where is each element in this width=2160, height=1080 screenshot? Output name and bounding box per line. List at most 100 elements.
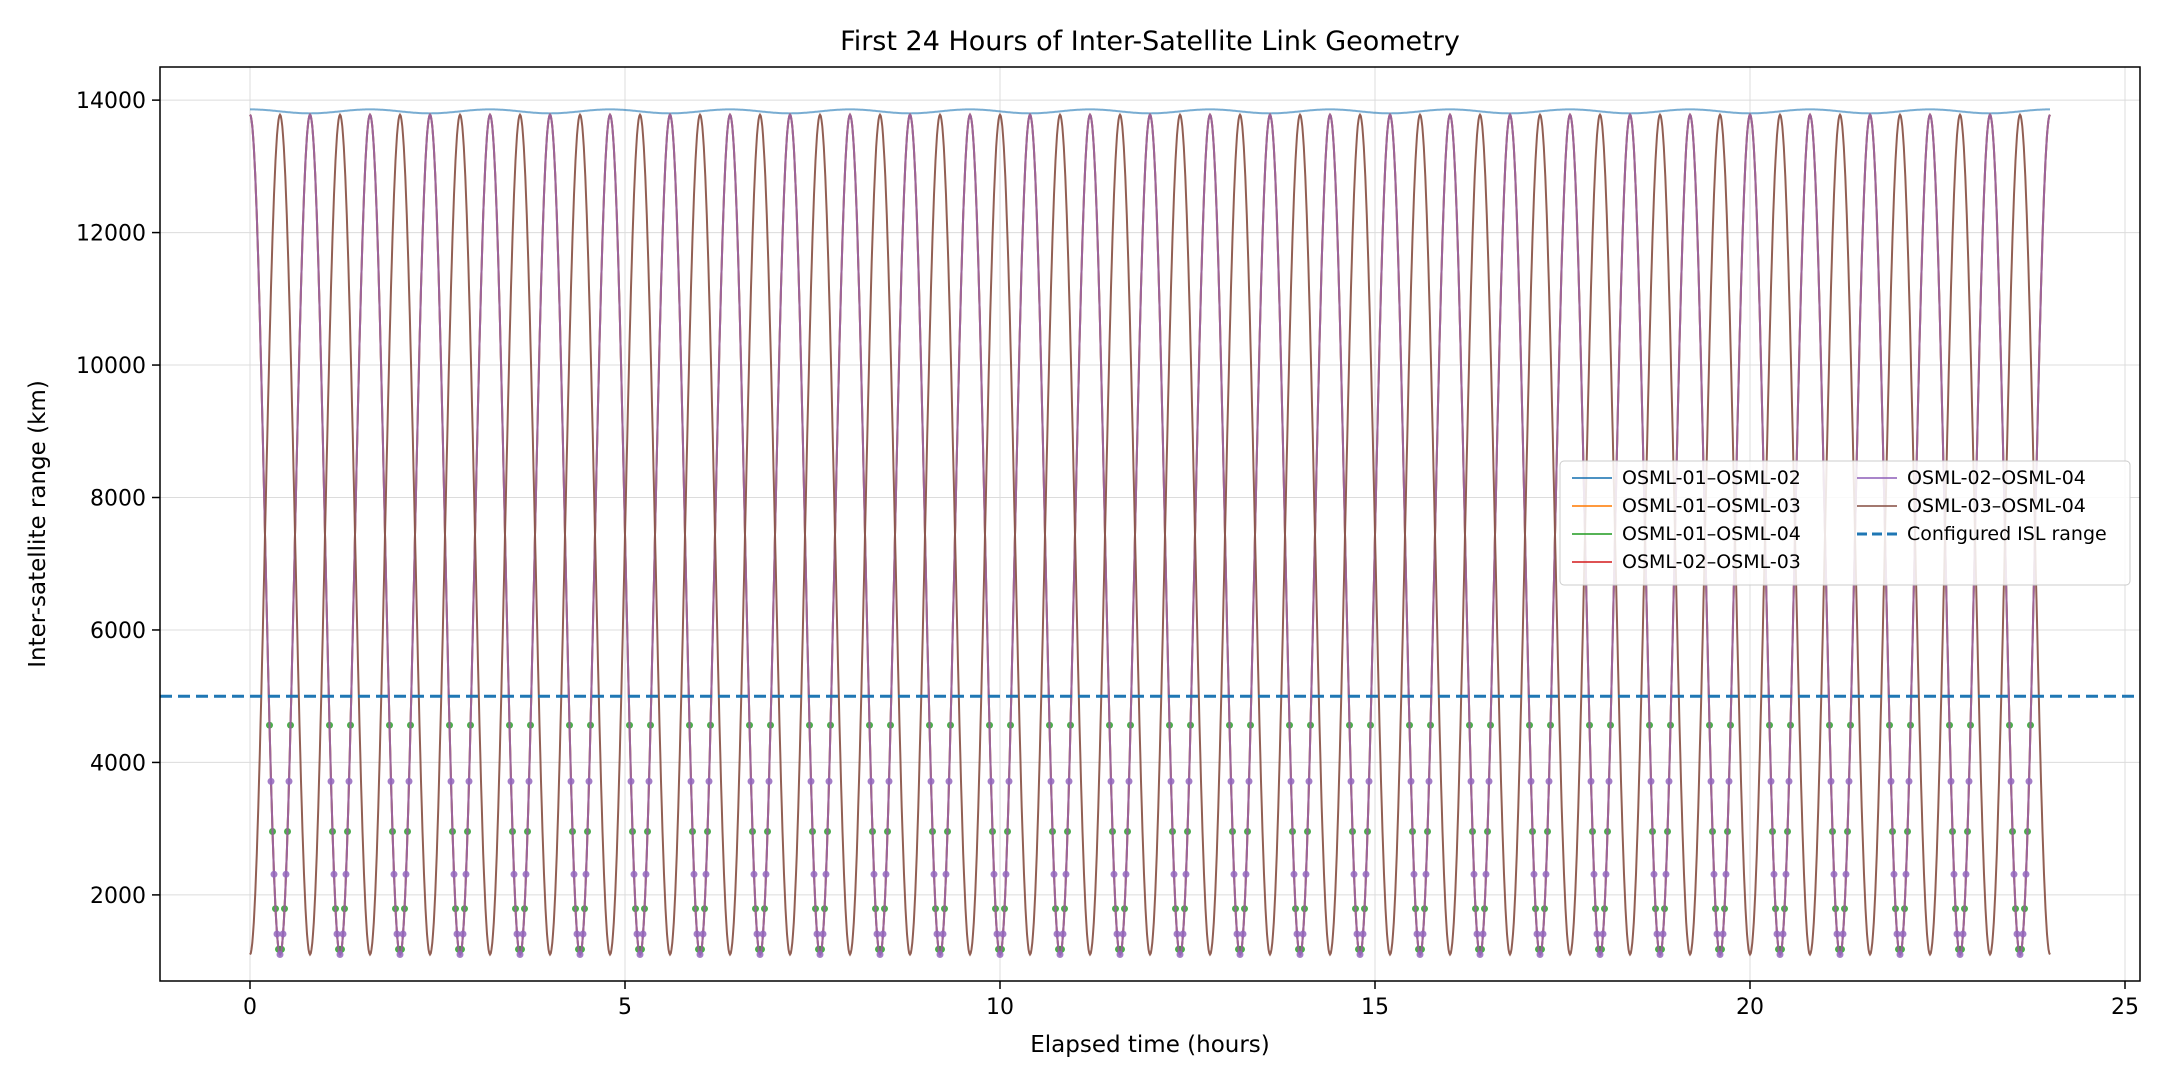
link-point	[1656, 951, 1664, 958]
link-point	[339, 930, 347, 938]
link-point	[999, 930, 1007, 938]
link-point	[1545, 777, 1553, 785]
link-point	[1056, 951, 1064, 958]
x-tick-label: 20	[1736, 995, 1764, 1020]
link-point	[1422, 870, 1430, 878]
link-point	[387, 777, 395, 785]
legend-box	[1559, 460, 2131, 586]
link-point	[1887, 777, 1895, 785]
link-point	[1122, 870, 1130, 878]
link-point	[1119, 930, 1127, 938]
link-point	[459, 930, 467, 938]
x-tick-label: 10	[986, 995, 1014, 1020]
y-tick-label: 14000	[76, 89, 146, 114]
link-point	[273, 930, 281, 938]
link-point	[1047, 777, 1055, 785]
link-point	[1827, 777, 1835, 785]
link-point	[1662, 870, 1670, 878]
legend-label: OSML-01–OSML-03	[1622, 495, 1801, 517]
link-point	[933, 930, 941, 938]
y-axis-label: Inter-satellite range (km)	[25, 380, 51, 668]
link-point	[765, 777, 773, 785]
link-point	[576, 951, 584, 958]
link-point	[645, 777, 653, 785]
link-point	[456, 951, 464, 958]
link-point	[1299, 930, 1307, 938]
y-tick-label: 4000	[90, 751, 146, 776]
link-point	[1722, 870, 1730, 878]
link-point	[810, 870, 818, 878]
link-point	[1713, 930, 1721, 938]
link-point	[1905, 777, 1913, 785]
link-point	[1476, 951, 1484, 958]
link-point	[693, 930, 701, 938]
link-point	[2022, 870, 2030, 878]
link-point	[1170, 870, 1178, 878]
link-point	[687, 777, 695, 785]
link-point	[990, 870, 998, 878]
link-point	[1062, 870, 1070, 878]
link-point	[1065, 777, 1073, 785]
legend: OSML-01–OSML-02 OSML-01–OSML-03 OSML-01–OS…	[1559, 460, 2131, 586]
link-point	[927, 777, 935, 785]
link-point	[1779, 930, 1787, 938]
link-point	[885, 777, 893, 785]
series-osml-03-osml-04	[249, 112, 2051, 957]
link-point	[1890, 870, 1898, 878]
link-point	[585, 777, 593, 785]
link-point	[1716, 951, 1724, 958]
link-point	[996, 951, 1004, 958]
y-tick-label: 6000	[90, 619, 146, 644]
link-point	[327, 777, 335, 785]
link-point	[993, 930, 1001, 938]
legend-label: OSML-02–OSML-03	[1622, 551, 1801, 573]
link-point	[1482, 870, 1490, 878]
series-osml-02-osml-04	[249, 112, 2051, 958]
link-point	[279, 930, 287, 938]
link-point	[705, 777, 713, 785]
link-point	[1587, 777, 1595, 785]
link-point	[1242, 870, 1250, 878]
x-tick-label: 15	[1361, 995, 1389, 1020]
x-tick-label: 25	[2111, 995, 2139, 1020]
link-point	[1470, 870, 1478, 878]
link-point	[750, 870, 758, 878]
legend-label: Configured ISL range	[1907, 523, 2107, 545]
link-point	[1947, 777, 1955, 785]
link-point	[1842, 870, 1850, 878]
y-tick-label: 8000	[90, 487, 146, 512]
link-point	[1182, 870, 1190, 878]
link-point	[747, 777, 755, 785]
link-point	[1227, 777, 1235, 785]
link-point	[1296, 951, 1304, 958]
link-point	[1665, 777, 1673, 785]
link-point	[522, 870, 530, 878]
link-point	[1599, 930, 1607, 938]
link-point	[1236, 951, 1244, 958]
link-point	[579, 930, 587, 938]
link-point	[870, 870, 878, 878]
link-point	[2016, 951, 2024, 958]
link-point	[1050, 870, 1058, 878]
link-point	[1530, 870, 1538, 878]
link-point	[1593, 930, 1601, 938]
link-point	[1956, 951, 1964, 958]
link-point	[639, 930, 647, 938]
link-point	[1176, 951, 1184, 958]
link-point	[2013, 930, 2021, 938]
link-point	[519, 930, 527, 938]
axis-ticks: 0 5 10 15 20 25 2000 4000 6000 8000 10000 12000 1400…	[76, 89, 2139, 1020]
link-point	[1542, 870, 1550, 878]
link-point	[399, 930, 407, 938]
link-point	[267, 777, 275, 785]
link-point	[636, 951, 644, 958]
link-point	[753, 930, 761, 938]
link-point	[1185, 777, 1193, 785]
link-point	[1365, 777, 1373, 785]
link-point	[1773, 930, 1781, 938]
link-point	[762, 870, 770, 878]
link-point	[1782, 870, 1790, 878]
link-point	[1407, 777, 1415, 785]
link-point	[2010, 870, 2018, 878]
